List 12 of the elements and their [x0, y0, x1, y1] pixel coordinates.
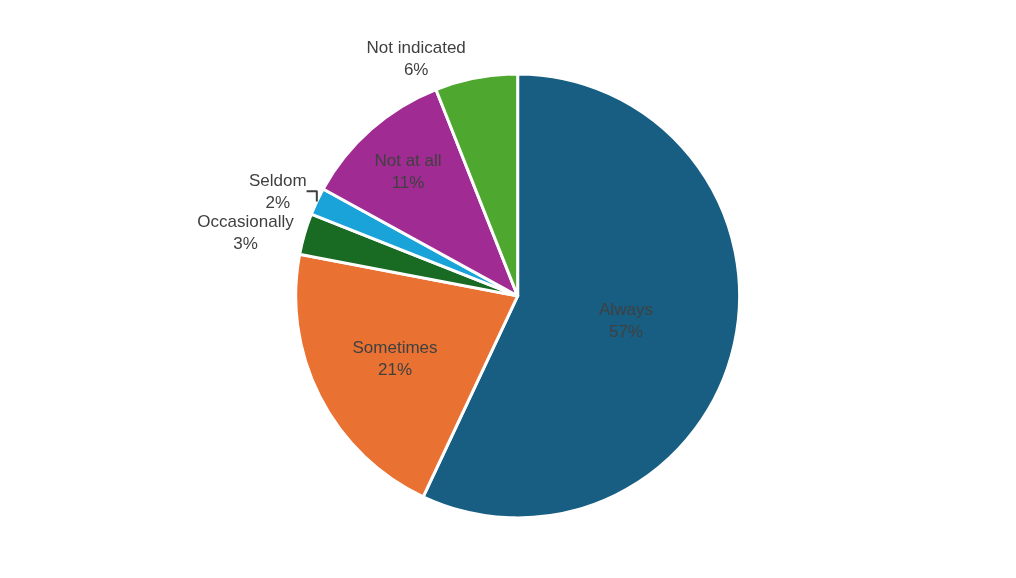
slice-label: Always [599, 299, 653, 319]
slice-label: Seldom [248, 170, 307, 190]
data-label: 2% [265, 192, 291, 212]
data-label: 3% [233, 233, 258, 253]
data-label: 11% [391, 173, 425, 193]
slice-label: Occasionally [197, 211, 295, 231]
slice-label: Not at all [374, 151, 442, 171]
slice-label: Not indicated [366, 37, 466, 57]
slice-label: Sometimes [352, 337, 438, 357]
data-label: 6% [403, 59, 429, 79]
data-label: 57% [608, 321, 643, 341]
data-label: 21% [378, 359, 413, 379]
